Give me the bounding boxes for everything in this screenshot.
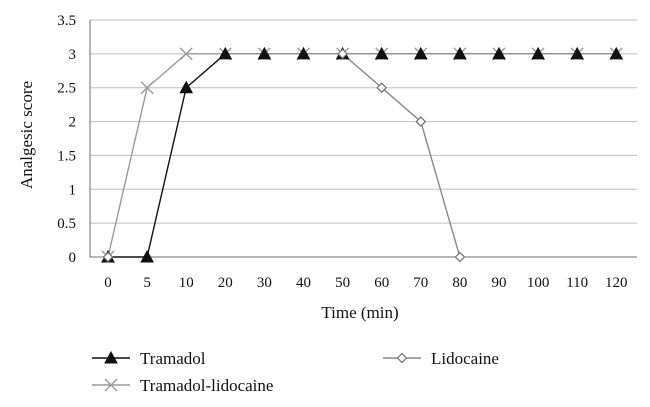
lidocaine-point	[337, 48, 348, 60]
legend-label: Lidocaine	[431, 349, 499, 368]
y-tick-label: 0.5	[57, 216, 76, 232]
legend-label: Tramadol-lidocaine	[140, 376, 273, 395]
x-tick-label: 40	[296, 275, 311, 291]
y-tick-label: 1.5	[57, 148, 76, 164]
tramadol-point	[374, 46, 389, 60]
tramadol-lidocaine-line	[107, 53, 617, 258]
tramadol-point	[218, 46, 233, 60]
x-tick-label: 20	[218, 275, 233, 291]
x-tick-label: 110	[566, 275, 588, 291]
tramadol-point	[609, 46, 624, 60]
x-tick-label: 70	[413, 275, 428, 291]
lidocaine-point	[415, 116, 427, 127]
tramadol-point	[296, 46, 311, 60]
legend-marker	[104, 378, 118, 392]
x-tick-label: 10	[179, 275, 194, 291]
legend-marker	[104, 350, 118, 364]
legend-marker	[396, 352, 408, 364]
y-tick-label: 1	[69, 182, 77, 198]
lidocaine-line	[342, 53, 461, 258]
tramadol-point	[453, 46, 467, 60]
legend-item-lidocaine: Lidocaine	[383, 349, 499, 368]
x-tick-label: 100	[527, 275, 550, 291]
x-tick-labels: 0 5 10 20 30 40 50 60 70 80 90 100 110 120	[104, 275, 627, 291]
series-markers	[101, 46, 624, 264]
lidocaine-point	[454, 251, 466, 263]
y-tick-label: 2.5	[57, 81, 76, 97]
legend-label: Tramadol	[140, 349, 206, 368]
axes	[89, 20, 637, 258]
tramadol-point	[413, 46, 428, 60]
tramadol-point	[570, 46, 585, 60]
y-axis-title: Analgesic score	[17, 81, 36, 189]
series-lines	[107, 53, 617, 258]
legend-item-tramadol: Tramadol	[92, 349, 206, 368]
tramadol-point	[492, 46, 506, 60]
x-tick-label: 5	[143, 275, 151, 291]
y-tick-label: 3.5	[57, 13, 76, 29]
legend-item-tramadol-lidocaine: Tramadol-lidocaine	[92, 376, 273, 395]
tramadol-lidocaine-point	[179, 47, 193, 61]
x-tick-label: 80	[452, 275, 467, 291]
x-tick-label: 30	[257, 275, 272, 291]
tramadol-point	[140, 249, 154, 263]
x-tick-label: 60	[374, 275, 389, 291]
lidocaine-point	[376, 82, 388, 94]
tramadol-lidocaine-point	[140, 81, 154, 95]
x-tick-label: 120	[605, 275, 628, 291]
y-tick-label: 0	[69, 250, 77, 266]
y-tick-label: 2	[69, 115, 77, 131]
lidocaine-point	[102, 251, 114, 263]
x-tick-label: 90	[492, 275, 507, 291]
gridlines	[90, 19, 637, 224]
x-axis-title: Time (min)	[321, 303, 398, 322]
x-tick-label: 0	[104, 275, 112, 291]
legend: Tramadol Lidocaine Tramadol-lidocaine	[92, 349, 499, 395]
tramadol-point	[257, 46, 272, 60]
y-tick-labels: 0 0.5 1 1.5 2 2.5 3 3.5	[57, 13, 76, 266]
x-tick-label: 50	[335, 275, 350, 291]
tramadol-point	[531, 46, 545, 60]
y-tick-label: 3	[69, 47, 77, 63]
tramadol-point	[179, 80, 194, 94]
